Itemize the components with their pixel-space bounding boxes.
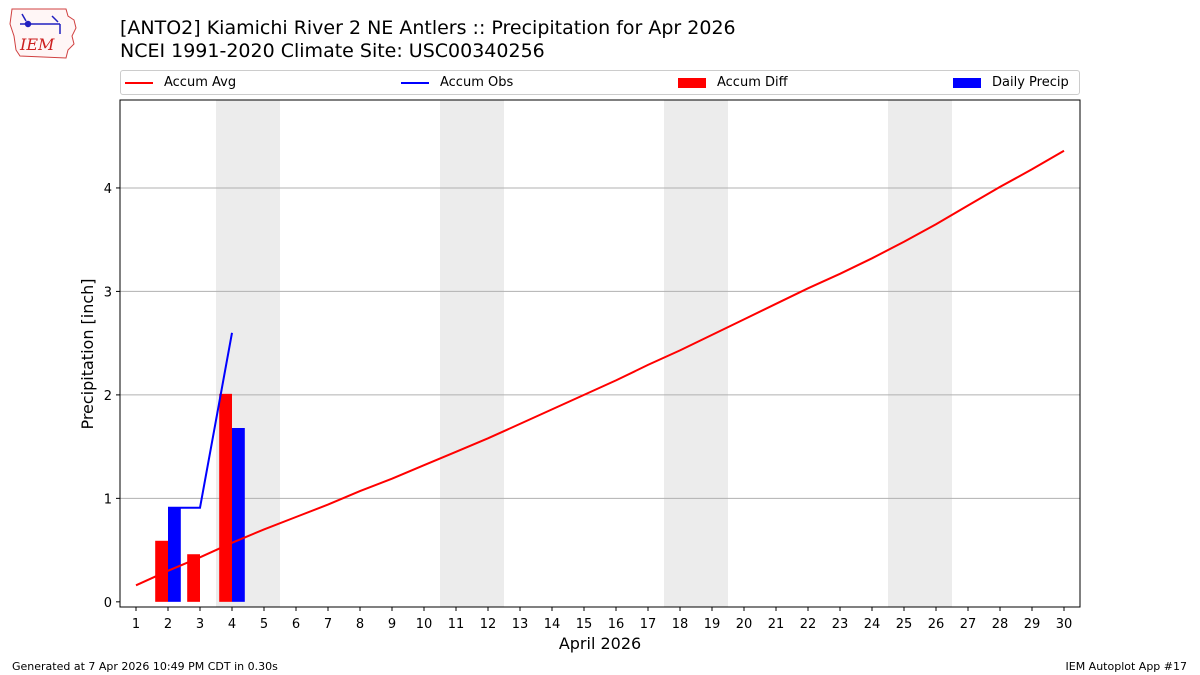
legend-swatch [953,77,981,88]
x-tick-label: 9 [388,617,396,632]
legend-label: Accum Avg [164,75,237,90]
x-tick-label: 5 [260,617,268,632]
legend: Accum Avg Accum Obs Accum Diff Daily Pre… [120,70,1080,95]
x-tick-label: 1 [132,617,140,632]
legend-item-accum-diff: Accum Diff [678,71,788,94]
accum-diff-bar [187,554,200,602]
x-tick-label: 29 [1024,617,1041,632]
y-tick-label: 1 [104,492,112,507]
y-tick-label: 2 [104,389,112,404]
x-tick-label: 12 [480,617,497,632]
legend-item-accum-obs: Accum Obs [401,71,513,94]
x-tick-label: 19 [704,617,721,632]
y-tick-label: 3 [104,285,112,300]
x-tick-label: 15 [576,617,593,632]
x-tick-label: 4 [228,617,236,632]
x-tick-label: 26 [928,617,945,632]
chart-subtitle: NCEI 1991-2020 Climate Site: USC00340256 [120,40,545,62]
x-tick-label: 14 [544,617,561,632]
y-tick-label: 4 [104,182,112,197]
weekend-band [888,100,952,607]
y-axis-label: Precipitation [inch] [78,278,97,429]
x-tick-label: 17 [640,617,657,632]
x-tick-label: 10 [416,617,433,632]
x-tick-label: 30 [1056,617,1073,632]
x-tick-label: 7 [324,617,332,632]
x-tick-label: 18 [672,617,689,632]
legend-item-accum-avg: Accum Avg [125,71,236,94]
x-tick-label: 25 [896,617,913,632]
x-tick-label: 2 [164,617,172,632]
accum-diff-bar [155,540,168,602]
x-tick-label: 28 [992,617,1009,632]
daily-precip-bar [168,507,181,602]
x-tick-label: 16 [608,617,625,632]
legend-item-daily-precip: Daily Precip [953,71,1069,94]
x-tick-label: 8 [356,617,364,632]
chart-title: [ANTO2] Kiamichi River 2 NE Antlers :: P… [120,17,736,39]
iem-logo: IEM [9,8,77,59]
footer-generated-text: Generated at 7 Apr 2026 10:49 PM CDT in … [12,660,278,673]
x-tick-label: 3 [196,617,204,632]
x-tick-label: 21 [768,617,785,632]
weekend-band [440,100,504,607]
legend-label: Daily Precip [992,75,1069,90]
legend-swatch [401,81,429,84]
accum-avg-line [135,149,1065,587]
accum-obs-line [168,332,233,509]
legend-swatch [125,81,153,84]
footer-app-text: IEM Autoplot App #17 [1065,660,1188,673]
x-tick-label: 11 [448,617,465,632]
accum-diff-bar [219,393,232,602]
weather-station-icon [20,13,61,34]
x-tick-label: 6 [292,617,300,632]
daily-precip-bar [232,427,245,602]
legend-swatch [678,77,706,88]
x-tick-label: 24 [864,617,881,632]
x-tick-label: 27 [960,617,977,632]
logo-text: IEM [19,35,55,54]
y-tick-label: 0 [104,596,112,611]
x-tick-label: 20 [736,617,753,632]
x-tick-label: 22 [800,617,817,632]
legend-label: Accum Obs [440,75,514,90]
x-tick-label: 23 [832,617,849,632]
legend-label: Accum Diff [717,75,788,90]
x-tick-label: 13 [512,617,529,632]
x-axis-label: April 2026 [559,634,641,653]
plot-frame [119,99,1081,608]
